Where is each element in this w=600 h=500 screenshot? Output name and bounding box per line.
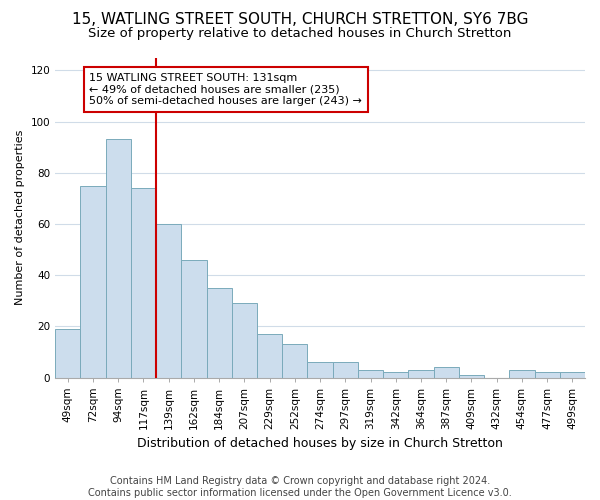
- Bar: [257, 334, 282, 378]
- Bar: [131, 188, 156, 378]
- Bar: [434, 368, 459, 378]
- Bar: [307, 362, 332, 378]
- Bar: [156, 224, 181, 378]
- Bar: [560, 372, 585, 378]
- Bar: [409, 370, 434, 378]
- Bar: [106, 140, 131, 378]
- Text: 15, WATLING STREET SOUTH, CHURCH STRETTON, SY6 7BG: 15, WATLING STREET SOUTH, CHURCH STRETTO…: [72, 12, 528, 28]
- Bar: [509, 370, 535, 378]
- Bar: [535, 372, 560, 378]
- X-axis label: Distribution of detached houses by size in Church Stretton: Distribution of detached houses by size …: [137, 437, 503, 450]
- Y-axis label: Number of detached properties: Number of detached properties: [15, 130, 25, 305]
- Bar: [80, 186, 106, 378]
- Bar: [358, 370, 383, 378]
- Bar: [282, 344, 307, 378]
- Bar: [232, 304, 257, 378]
- Text: 15 WATLING STREET SOUTH: 131sqm
← 49% of detached houses are smaller (235)
50% o: 15 WATLING STREET SOUTH: 131sqm ← 49% of…: [89, 73, 362, 106]
- Text: Size of property relative to detached houses in Church Stretton: Size of property relative to detached ho…: [88, 28, 512, 40]
- Bar: [181, 260, 206, 378]
- Bar: [206, 288, 232, 378]
- Bar: [55, 329, 80, 378]
- Bar: [383, 372, 409, 378]
- Bar: [332, 362, 358, 378]
- Bar: [459, 375, 484, 378]
- Text: Contains HM Land Registry data © Crown copyright and database right 2024.
Contai: Contains HM Land Registry data © Crown c…: [88, 476, 512, 498]
